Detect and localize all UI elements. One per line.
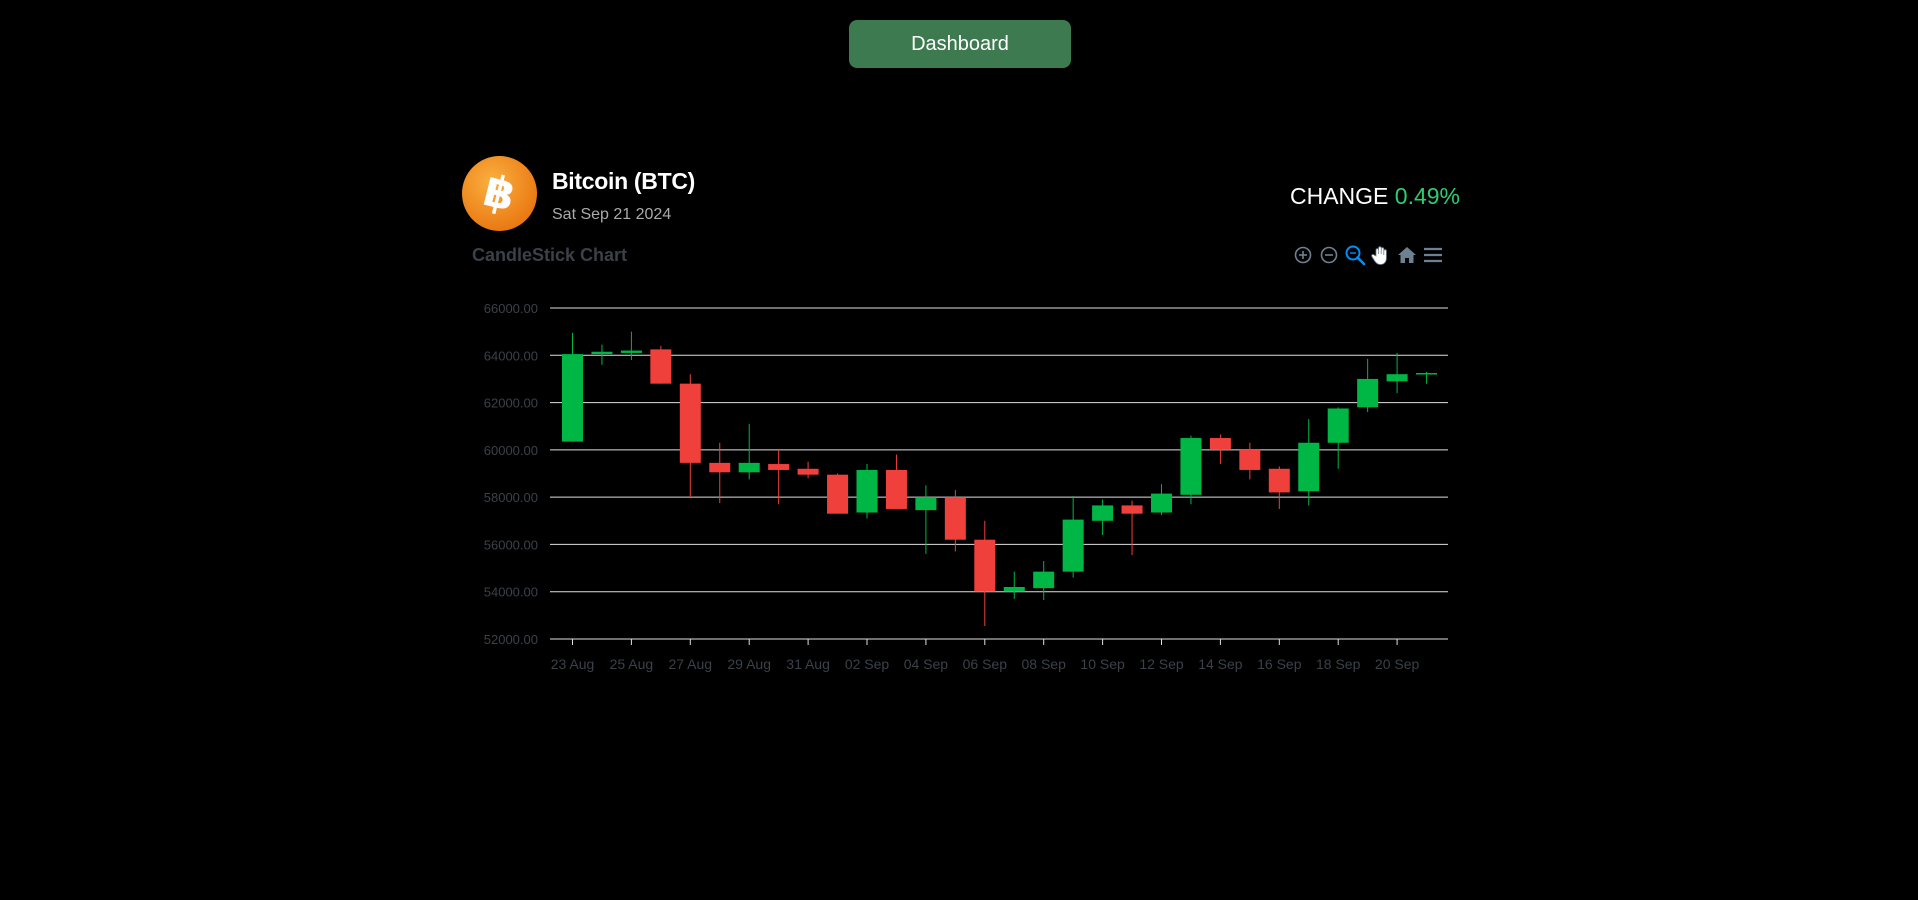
candle-body[interactable]: [679, 383, 701, 463]
candle-body[interactable]: [1209, 438, 1231, 450]
x-tick-label: 31 Aug: [786, 656, 830, 672]
y-tick-label: 60000.00: [484, 443, 538, 458]
candle-body[interactable]: [827, 474, 849, 514]
chart-title: CandleStick Chart: [472, 245, 628, 265]
x-tick-label: 06 Sep: [963, 656, 1008, 672]
candle-body[interactable]: [562, 354, 583, 442]
candle-body[interactable]: [1092, 505, 1114, 521]
y-tick-label: 56000.00: [484, 537, 538, 552]
y-tick-label: 62000.00: [484, 396, 538, 411]
x-tick-label: 23 Aug: [551, 656, 595, 672]
candle-body[interactable]: [591, 351, 613, 355]
candle-body[interactable]: [738, 462, 760, 473]
candle-body[interactable]: [1298, 442, 1320, 492]
x-tick-label: 12 Sep: [1139, 656, 1184, 672]
candle-body[interactable]: [1180, 438, 1202, 495]
x-tick-label: 08 Sep: [1022, 656, 1067, 672]
coin-date: Sat Sep 21 2024: [552, 206, 672, 223]
reset-home-icon[interactable]: [1394, 242, 1420, 268]
candle-body[interactable]: [1268, 468, 1290, 493]
candle-body[interactable]: [1003, 586, 1025, 592]
menu-icon[interactable]: [1420, 242, 1446, 268]
x-tick-label: 16 Sep: [1257, 656, 1302, 672]
candle-body[interactable]: [974, 539, 996, 592]
candle-body[interactable]: [1386, 374, 1408, 382]
candle-body[interactable]: [1416, 373, 1438, 375]
candle-body[interactable]: [915, 497, 937, 511]
pan-hand-icon[interactable]: [1368, 242, 1394, 268]
y-tick-label: 54000.00: [484, 585, 538, 600]
x-tick-label: 20 Sep: [1375, 656, 1420, 672]
y-tick-label: 52000.00: [484, 632, 538, 647]
candle-body[interactable]: [797, 468, 819, 475]
candle-body[interactable]: [1121, 505, 1143, 514]
candle-body[interactable]: [1239, 449, 1261, 470]
coin-name: Bitcoin (BTC): [552, 168, 696, 194]
candle-body[interactable]: [650, 349, 672, 384]
candle-body[interactable]: [1327, 408, 1349, 443]
chart-toolbar: [1290, 242, 1446, 268]
x-tick-label: 25 Aug: [610, 656, 654, 672]
x-tick-label: 04 Sep: [904, 656, 949, 672]
x-tick-label: 10 Sep: [1080, 656, 1125, 672]
candle-body[interactable]: [856, 469, 878, 513]
x-tick-label: 18 Sep: [1316, 656, 1361, 672]
x-tick-label: 29 Aug: [727, 656, 771, 672]
change-value: 0.49%: [1394, 183, 1460, 209]
zoom-in-icon[interactable]: [1290, 242, 1316, 268]
bitcoin-logo-icon: ฿: [462, 156, 537, 231]
candle-body[interactable]: [1033, 571, 1055, 589]
x-tick-label: 27 Aug: [668, 656, 712, 672]
candle-body[interactable]: [944, 497, 966, 540]
zoom-out-icon[interactable]: [1316, 242, 1342, 268]
candle-body[interactable]: [1357, 378, 1379, 408]
change-label: CHANGE: [1289, 183, 1389, 209]
y-tick-label: 58000.00: [484, 490, 538, 505]
candle-body[interactable]: [885, 469, 907, 509]
y-tick-label: 66000.00: [484, 301, 538, 316]
candle-body[interactable]: [620, 350, 642, 353]
candle-body[interactable]: [1151, 493, 1172, 513]
x-tick-label: 14 Sep: [1198, 656, 1243, 672]
candle-body[interactable]: [768, 464, 790, 470]
y-tick-label: 64000.00: [484, 348, 538, 363]
selection-zoom-icon[interactable]: [1342, 242, 1368, 268]
dashboard-button[interactable]: Dashboard: [849, 20, 1071, 68]
candle-body[interactable]: [709, 462, 731, 473]
x-tick-label: 02 Sep: [845, 656, 890, 672]
change-indicator: CHANGE 0.49%: [1290, 183, 1460, 210]
candle-body[interactable]: [1062, 519, 1084, 572]
